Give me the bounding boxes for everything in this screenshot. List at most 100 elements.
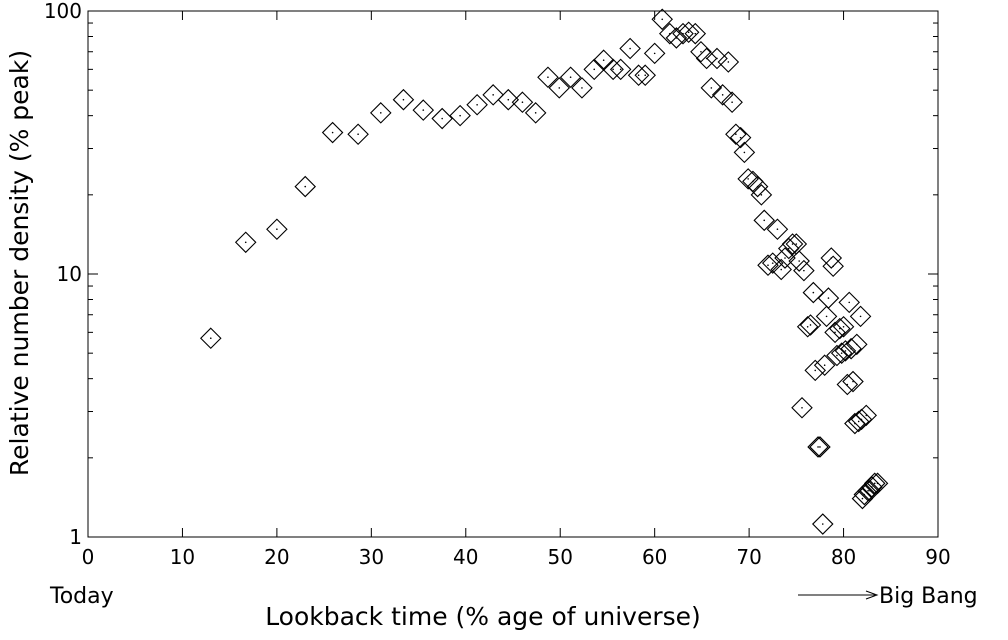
diamond-marker [753,209,776,232]
data-point [672,22,694,45]
diamond-marker [321,121,344,144]
data-point [753,209,776,232]
marker-center-dot [402,98,405,101]
diamond-marker [684,22,707,45]
data-point [807,436,829,458]
diamond-marker [766,218,789,240]
x-tick-label: 90 [925,545,950,569]
marker-center-dot [682,32,684,35]
marker-center-dot [547,76,549,79]
marker-center-dot [814,369,817,372]
diamond-marker [643,42,666,65]
marker-center-dot [721,94,724,96]
data-point [643,42,666,65]
x-tick-label: 0 [82,545,95,569]
data-point [369,102,392,124]
diamond-marker [559,66,582,89]
marker-center-dot [819,446,821,448]
diamond-marker [392,88,415,111]
data-point [842,370,864,393]
data-point [347,123,369,145]
diamond-marker [721,91,743,113]
marker-center-dot [806,325,809,328]
diamond-marker [804,359,827,382]
data-point [777,237,800,260]
x-tick-label: 80 [831,545,856,569]
data-point [392,88,415,111]
diamond-marker [733,141,756,164]
diamond-marker [746,175,769,198]
marker-center-dot [244,241,247,244]
marker-center-dot [459,114,461,117]
marker-center-dot [801,406,803,409]
x-tick-label: 20 [264,545,289,569]
marker-center-dot [857,420,860,423]
data-point [609,58,632,81]
data-point [571,77,593,99]
diamond-marker [822,255,844,278]
marker-center-dot [569,76,572,79]
data-point [809,436,831,458]
diamond-marker [651,8,674,31]
data-point [234,231,257,254]
marker-center-dot [852,380,854,383]
marker-center-dot [700,50,702,53]
marker-center-dot [492,94,494,96]
x-tick-label: 50 [547,545,572,569]
marker-center-dot [644,74,647,77]
diamond-marker [548,77,571,99]
marker-center-dot [534,112,537,114]
diamond-marker [583,58,606,81]
diamond-marker [781,233,804,255]
data-point [431,107,453,130]
marker-center-dot [823,364,826,367]
marker-center-dot [821,523,824,525]
data-point [733,141,756,164]
marker-center-dot [855,343,858,346]
diamond-marker [857,479,879,502]
diamond-marker [695,47,718,70]
diamond-marker [838,291,861,314]
data-point [412,99,435,121]
diamond-marker [627,64,650,86]
diamond-marker [729,126,752,149]
data-point [766,218,789,240]
diamond-marker [842,370,864,393]
marker-center-dot [558,87,561,89]
diamond-marker [859,479,881,502]
marker-center-dot [859,315,862,318]
marker-center-dot [716,57,718,60]
data-point [711,84,734,106]
marker-center-dot [812,291,815,294]
marker-center-dot [304,185,307,188]
marker-center-dot [687,31,690,34]
marker-center-dot [422,109,425,111]
marker-center-dot [661,18,664,21]
diamond-marker [711,84,734,106]
diamond-marker [824,321,846,344]
diamond-marker [725,123,747,145]
diamond-marker [737,168,759,190]
data-point [826,344,848,367]
data-point [834,340,857,362]
diamond-marker [802,281,825,304]
diamond-marker [840,337,862,360]
diamond-marker [777,237,800,260]
marker-center-dot [521,101,524,104]
marker-center-dot [619,68,622,71]
data-point [497,88,520,111]
diamond-marker [672,22,694,45]
y-tick-label: 100 [44,0,82,23]
data-point [866,472,889,495]
marker-center-dot [791,243,794,245]
diamond-marker [820,247,843,269]
marker-center-dot [848,301,851,304]
diamond-marker [855,404,878,427]
marker-center-dot [776,228,779,231]
data-point [802,281,825,304]
data-point [855,404,878,427]
data-point [684,22,707,45]
data-point [602,58,624,81]
data-point [832,315,855,338]
